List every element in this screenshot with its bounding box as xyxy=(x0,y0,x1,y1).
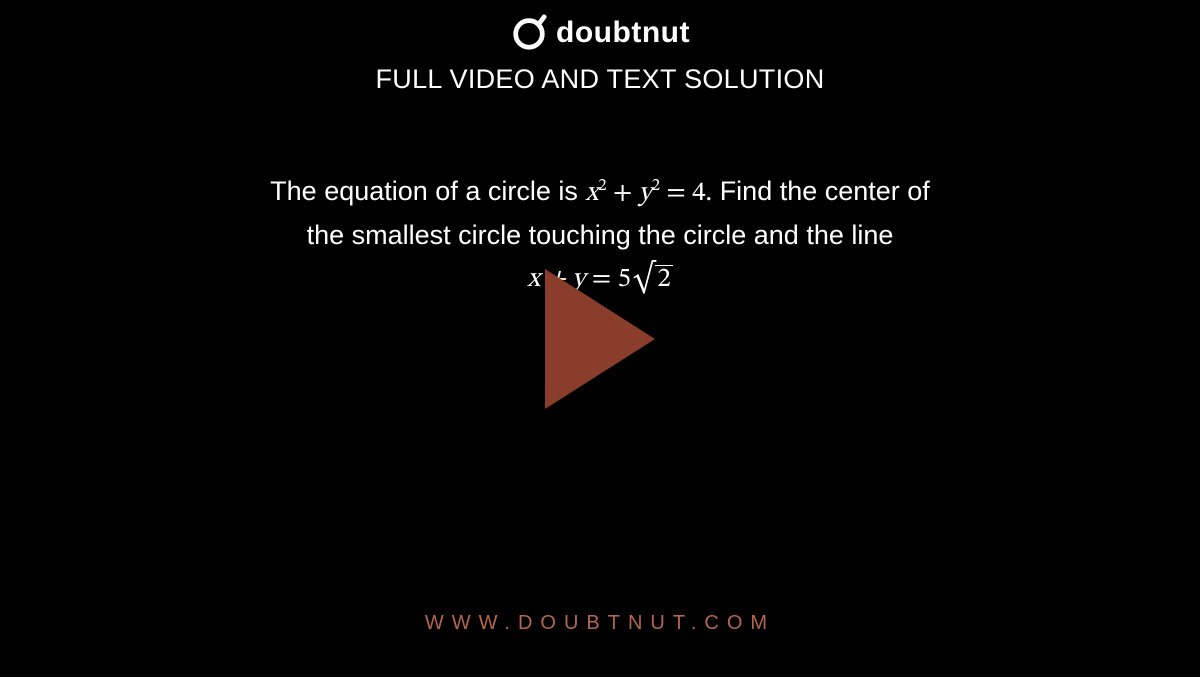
question-line-1: The equation of a circle is x2 + y2 = 4.… xyxy=(270,171,930,215)
play-button[interactable] xyxy=(545,269,655,409)
var-x: x xyxy=(585,180,598,207)
brand-logo-row: doubtnut xyxy=(510,14,690,52)
eq-rhs: = 4. xyxy=(660,180,712,207)
var-y: y xyxy=(639,180,652,207)
subtitle-text: FULL VIDEO AND TEXT SOLUTION xyxy=(375,64,824,95)
footer-url: WWW.DOUBTNUT.COM xyxy=(0,612,1200,635)
brand-name: doubtnut xyxy=(556,16,690,50)
doubtnut-logo-icon xyxy=(510,14,548,52)
q1-post: Find the center of xyxy=(712,176,930,206)
question-line-2: the smallest circle touching the circle … xyxy=(270,215,930,257)
exp-2a: 2 xyxy=(598,177,606,194)
video-thumbnail-container: doubtnut FULL VIDEO AND TEXT SOLUTION Th… xyxy=(0,0,1200,677)
exp-2b: 2 xyxy=(652,177,660,194)
q1-pre: The equation of a circle is xyxy=(270,176,585,206)
plus: + xyxy=(607,180,639,207)
sqrt-arg: 2 xyxy=(655,265,672,293)
math-expr-1: x2 + y2 = 4. xyxy=(585,180,712,207)
